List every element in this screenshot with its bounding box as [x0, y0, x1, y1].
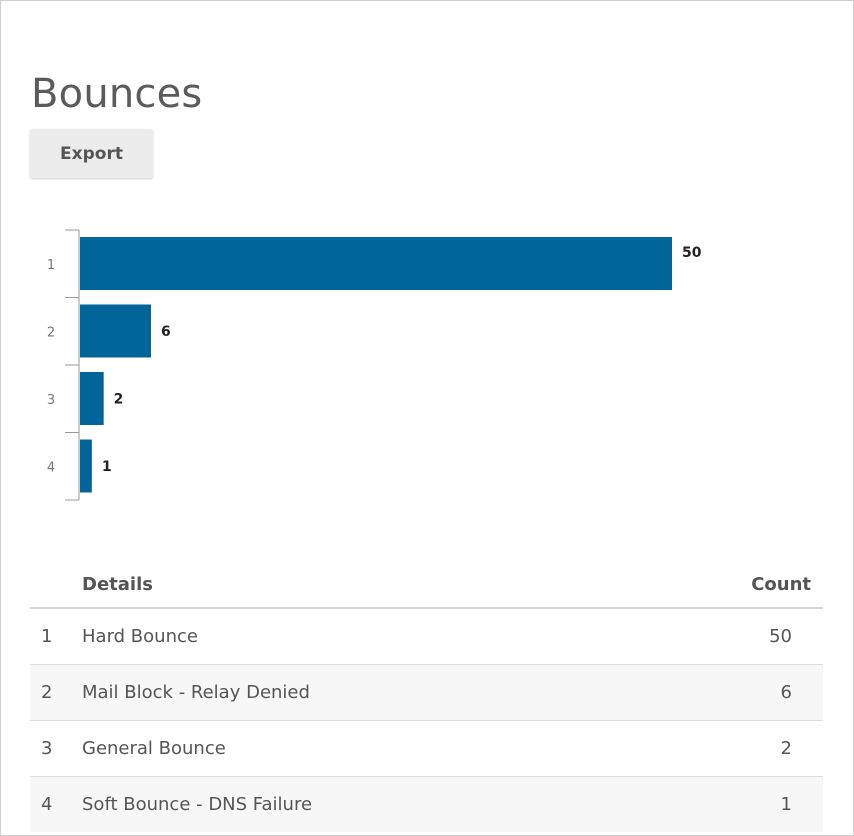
bounces-bar-chart: 1 50 2 6 3 2 4 1 [47, 229, 702, 501]
row-details: Soft Bounce - DNS Failure [81, 776, 646, 832]
row-number: 4 [30, 776, 81, 832]
row-number: 3 [30, 720, 81, 777]
row-count: 2 [645, 720, 823, 777]
export-button[interactable]: Export [30, 129, 153, 178]
table-header-row: Details Count [30, 561, 823, 609]
y-tick-label: 2 [47, 325, 55, 340]
row-count: 6 [645, 664, 823, 721]
bar [80, 372, 104, 425]
row-count: 50 [645, 608, 823, 665]
table-row: 2 Mail Block - Relay Denied 6 [30, 664, 823, 721]
data-label: 2 [114, 392, 124, 408]
details-table-container: Details Count 1 Hard Bounce 50 2 Mail Bl… [30, 561, 823, 832]
y-tick-label: 1 [47, 258, 55, 273]
page-title: Bounces [31, 70, 203, 117]
row-details: Hard Bounce [81, 608, 646, 665]
table-row: 4 Soft Bounce - DNS Failure 1 [30, 776, 823, 832]
row-details: Mail Block - Relay Denied [81, 664, 646, 721]
column-header-details: Details [81, 561, 646, 609]
details-table: Details Count 1 Hard Bounce 50 2 Mail Bl… [30, 561, 823, 832]
row-number: 1 [30, 608, 81, 665]
y-tick-label: 4 [47, 460, 55, 475]
row-number: 2 [30, 664, 81, 721]
table-row: 3 General Bounce 2 [30, 720, 823, 777]
data-label: 50 [682, 245, 702, 261]
bar [80, 237, 672, 290]
data-label: 1 [102, 459, 112, 475]
bar [80, 304, 152, 358]
row-count: 1 [645, 776, 823, 832]
data-label: 6 [161, 324, 171, 340]
table-row: 1 Hard Bounce 50 [30, 608, 823, 665]
y-tick-label: 3 [47, 393, 55, 408]
column-header-number [30, 561, 81, 609]
bar [80, 439, 92, 493]
row-details: General Bounce [81, 720, 646, 777]
column-header-count: Count [645, 561, 823, 609]
